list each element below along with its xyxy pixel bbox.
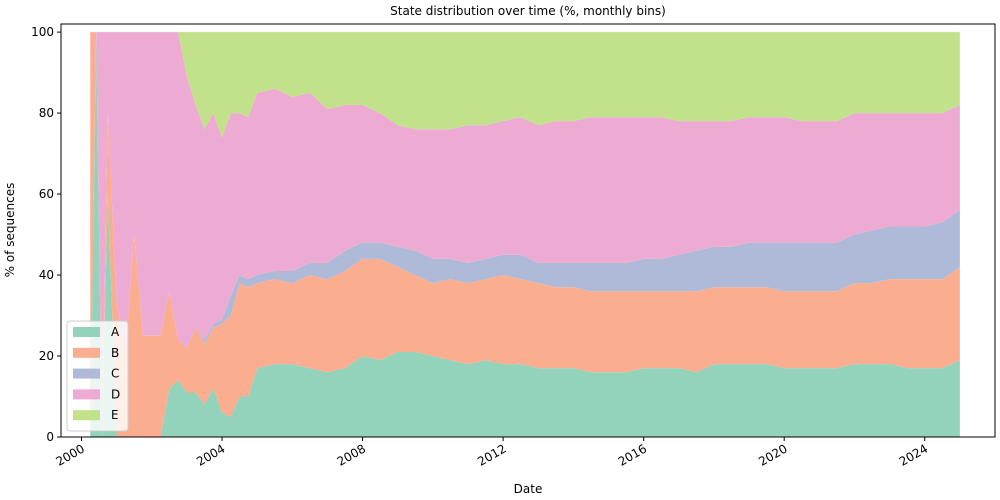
y-axis: 0 20 40 60 80 100 (31, 25, 61, 444)
legend-label-d: D (111, 387, 120, 401)
x-axis: 2000 2004 2008 2012 2016 2020 2024 (54, 437, 930, 469)
legend-swatch-c (73, 368, 100, 379)
legend-label-b: B (111, 346, 119, 360)
area-series-b (90, 32, 960, 437)
area-series-d (90, 32, 960, 437)
y-tick-label: 40 (39, 268, 54, 282)
legend-swatch-d (73, 389, 100, 400)
legend-swatch-b (73, 347, 100, 358)
y-tick-label: 0 (46, 430, 54, 444)
x-tick-label: 2024 (897, 441, 930, 468)
y-tick-label: 20 (39, 349, 54, 363)
x-tick-label: 2016 (616, 441, 649, 468)
area-series-a (90, 32, 960, 437)
plot-frame (60, 23, 996, 438)
legend-label-c: C (111, 367, 119, 381)
legend-swatch-e (73, 410, 100, 421)
x-tick-label: 2020 (756, 441, 789, 468)
x-tick-label: 2012 (475, 441, 508, 468)
legend-swatch-a (73, 327, 100, 337)
x-tick-label: 2004 (194, 441, 227, 468)
legend-label-e: E (111, 408, 119, 422)
y-tick-label: 80 (39, 106, 54, 120)
area-series-e (90, 32, 960, 138)
y-tick-label: 60 (39, 187, 54, 201)
chart-title: State distribution over time (%, monthly… (390, 4, 666, 18)
x-axis-label: Date (514, 482, 543, 496)
y-tick-label: 100 (31, 25, 54, 39)
x-tick-label: 2000 (54, 441, 87, 468)
area-layers (90, 32, 960, 437)
y-axis-label: % of sequences (3, 183, 17, 278)
legend-label-a: A (111, 325, 120, 339)
x-tick-label: 2008 (335, 441, 368, 468)
